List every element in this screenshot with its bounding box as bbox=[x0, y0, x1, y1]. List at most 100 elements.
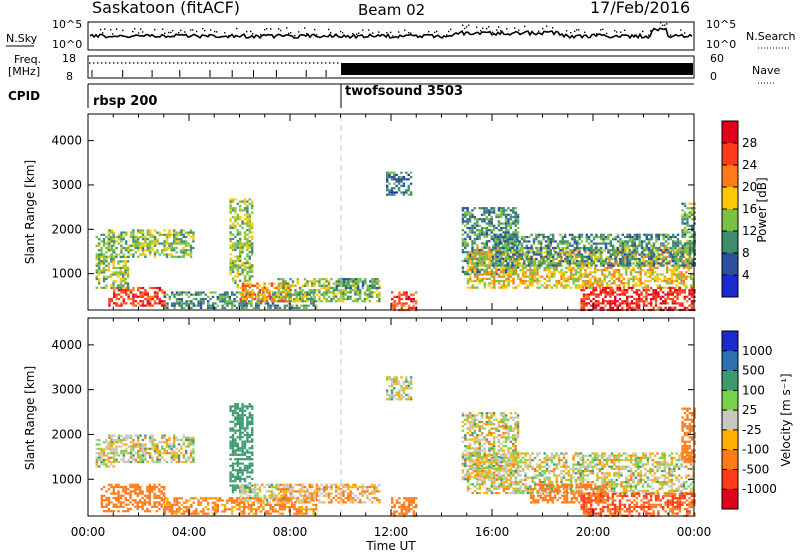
heatmap-cell bbox=[585, 238, 588, 241]
heatmap-cell bbox=[115, 253, 118, 256]
heatmap-cell bbox=[553, 271, 556, 274]
heatmap-cell bbox=[618, 289, 622, 292]
heatmap-cell bbox=[236, 268, 239, 271]
heatmap-cell bbox=[605, 266, 609, 269]
heatmap-cell bbox=[689, 260, 693, 263]
heatmap-cell bbox=[616, 246, 620, 250]
heatmap-cell bbox=[488, 213, 491, 216]
heatmap-cell bbox=[283, 304, 287, 307]
noise-point bbox=[596, 33, 598, 35]
heatmap-cell bbox=[100, 269, 103, 272]
heatmap-cell bbox=[185, 242, 188, 245]
heatmap-cell bbox=[504, 268, 508, 271]
heatmap-cell bbox=[342, 293, 345, 296]
heatmap-cell bbox=[580, 297, 583, 301]
heatmap-cell bbox=[662, 235, 665, 239]
heatmap-cell bbox=[182, 436, 185, 439]
heatmap-cell bbox=[691, 226, 694, 230]
heatmap-cell bbox=[301, 284, 304, 287]
heatmap-cell bbox=[248, 275, 251, 278]
heatmap-cell bbox=[631, 240, 634, 243]
heatmap-cell bbox=[553, 253, 556, 256]
heatmap-cell bbox=[652, 246, 656, 250]
heatmap-cell bbox=[318, 280, 321, 283]
heatmap-cell bbox=[189, 244, 193, 247]
heatmap-cell bbox=[241, 282, 245, 285]
noise-point bbox=[448, 30, 450, 33]
heatmap-cell bbox=[185, 449, 188, 453]
heatmap-cell bbox=[120, 238, 123, 241]
heatmap-cell bbox=[524, 255, 527, 258]
heatmap-cell bbox=[308, 291, 311, 294]
heatmap-cell bbox=[113, 460, 116, 464]
heatmap-cell bbox=[312, 293, 315, 296]
heatmap-cell bbox=[619, 264, 622, 267]
heatmap-cell bbox=[308, 293, 311, 296]
heatmap-cell bbox=[469, 286, 472, 289]
heatmap-cell bbox=[587, 302, 590, 305]
heatmap-cell bbox=[646, 264, 650, 267]
noise-point bbox=[390, 31, 392, 34]
heatmap-cell bbox=[615, 271, 618, 274]
heatmap-cell bbox=[137, 443, 140, 446]
heatmap-cell bbox=[652, 251, 656, 254]
heatmap-cell bbox=[332, 295, 335, 298]
heatmap-cell bbox=[500, 209, 503, 212]
heatmap-cell bbox=[117, 494, 120, 497]
heatmap-cell bbox=[507, 271, 510, 274]
heatmap-cell bbox=[590, 291, 593, 294]
heatmap-cell bbox=[686, 229, 689, 232]
heatmap-cell bbox=[683, 233, 687, 236]
heatmap-cell bbox=[655, 249, 658, 252]
heatmap-cell bbox=[631, 242, 634, 245]
heatmap-cell bbox=[483, 251, 486, 254]
heatmap-cell bbox=[490, 273, 493, 276]
heatmap-cell bbox=[335, 293, 338, 296]
heatmap-cell bbox=[537, 260, 540, 263]
heatmap-cell bbox=[560, 251, 563, 254]
heatmap-cell bbox=[248, 286, 251, 289]
heatmap-cell bbox=[173, 229, 176, 232]
heatmap-cell bbox=[488, 224, 491, 227]
heatmap-cell bbox=[583, 260, 586, 263]
heatmap-cell bbox=[149, 233, 152, 236]
heatmap-cell bbox=[521, 275, 525, 278]
heatmap-cell bbox=[277, 289, 280, 292]
heatmap-cell bbox=[586, 280, 590, 283]
heatmap-cell bbox=[354, 282, 357, 285]
heatmap-cell bbox=[246, 273, 249, 276]
heatmap-cell bbox=[567, 266, 570, 269]
heatmap-cell bbox=[192, 458, 195, 461]
heatmap-cell bbox=[514, 286, 518, 289]
heatmap-cell bbox=[585, 257, 588, 261]
heatmap-cell bbox=[682, 277, 686, 280]
heatmap-cell bbox=[189, 231, 193, 234]
heatmap-cell bbox=[614, 302, 617, 305]
heatmap-cell bbox=[251, 248, 254, 252]
heatmap-cell bbox=[251, 200, 254, 203]
heatmap-cell bbox=[141, 233, 145, 236]
heatmap-cell bbox=[153, 300, 157, 303]
heatmap-cell bbox=[641, 249, 645, 252]
heatmap-cell bbox=[578, 246, 581, 250]
heatmap-cell bbox=[473, 262, 477, 265]
heatmap-cell bbox=[572, 266, 575, 269]
heatmap-cell bbox=[637, 284, 640, 287]
heatmap-cell bbox=[158, 458, 161, 461]
heatmap-cell bbox=[574, 258, 578, 261]
heatmap-cell bbox=[105, 258, 108, 261]
heatmap-cell bbox=[560, 277, 563, 280]
heatmap-cell bbox=[100, 260, 103, 263]
heatmap-cell bbox=[246, 240, 249, 243]
heatmap-cell bbox=[656, 284, 659, 287]
heatmap-cell bbox=[615, 284, 618, 287]
noise-point bbox=[252, 33, 254, 35]
heatmap-cell bbox=[653, 266, 657, 269]
heatmap-cell bbox=[165, 452, 169, 455]
heatmap-cell bbox=[494, 235, 497, 239]
heatmap-cell bbox=[606, 300, 610, 303]
noise-point bbox=[620, 31, 622, 33]
heatmap-cell bbox=[531, 249, 534, 252]
heatmap-cell bbox=[182, 253, 185, 256]
heatmap-cell bbox=[132, 242, 135, 245]
